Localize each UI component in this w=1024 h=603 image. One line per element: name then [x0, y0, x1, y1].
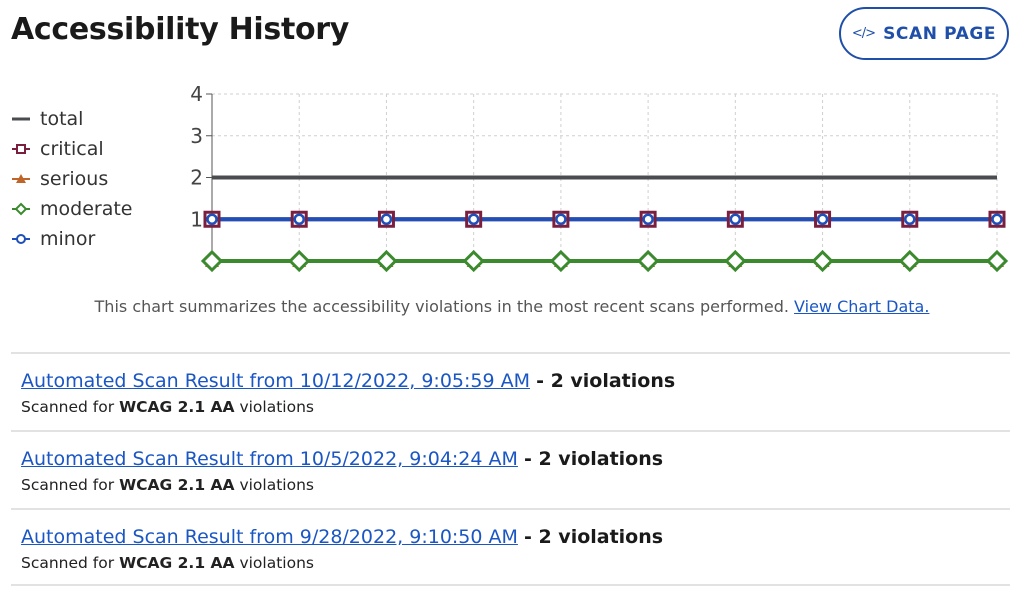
legend-label: critical [40, 138, 104, 160]
page-title: Accessibility History [11, 12, 350, 47]
marker-moderate [636, 249, 660, 273]
marker-minor [642, 213, 654, 225]
history-chart: 1 2 3 4 [190, 82, 1009, 273]
legend-item-moderate: moderate [10, 194, 132, 224]
marker-minor [729, 213, 742, 225]
marker-moderate [462, 249, 485, 273]
code-icon: </> [851, 26, 876, 41]
legend-square-icon [12, 144, 30, 154]
caption-text: This chart summarizes the accessibility … [94, 297, 789, 316]
legend-label: total [40, 108, 84, 130]
marker-minor [555, 213, 567, 225]
marker-minor [293, 213, 305, 225]
legend-label: minor [40, 228, 96, 250]
scanned-for-label: Scanned for [21, 476, 115, 494]
marker-moderate [288, 249, 311, 273]
marker-moderate [985, 249, 1009, 273]
chart-legend: total critical serious moderate minor [10, 104, 132, 254]
scan-result-link[interactable]: Automated Scan Result from 10/12/2022, 9… [21, 370, 531, 392]
marker-minor [904, 213, 916, 225]
marker-moderate [898, 249, 921, 273]
scanned-for-label: Scanned for [21, 554, 115, 572]
chart-caption: This chart summarizes the accessibility … [0, 297, 1024, 316]
legend-line-icon [12, 117, 30, 121]
legend-circle-icon [12, 234, 30, 244]
marker-minor [380, 213, 393, 225]
legend-label: moderate [40, 198, 133, 220]
violation-count: - 2 violations [523, 526, 664, 548]
scan-result-item: Automated Scan Result from 10/5/2022, 9:… [11, 430, 1010, 508]
violations-suffix: violations [239, 554, 314, 572]
legend-item-serious: serious [10, 164, 132, 194]
scanned-for-label: Scanned for [21, 398, 115, 416]
legend-item-minor: minor [10, 224, 132, 254]
scan-result-item: Automated Scan Result from 10/12/2022, 9… [11, 352, 1010, 430]
y-tick-label: 2 [190, 166, 203, 190]
wcag-standard: WCAG 2.1 AA [119, 398, 235, 416]
y-tick-label: 1 [190, 207, 203, 231]
legend-label: serious [40, 168, 109, 190]
marker-moderate [724, 249, 747, 273]
scan-result-link[interactable]: Automated Scan Result from 9/28/2022, 9:… [21, 526, 518, 548]
scan-page-button[interactable]: </> SCAN PAGE [839, 7, 1009, 60]
marker-moderate [375, 249, 398, 273]
view-chart-data-link[interactable]: View Chart Data. [794, 297, 930, 316]
violations-suffix: violations [239, 398, 314, 416]
legend-item-total: total [10, 104, 132, 134]
marker-moderate [200, 249, 224, 273]
legend-item-critical: critical [10, 134, 132, 164]
marker-moderate [549, 249, 573, 273]
wcag-standard: WCAG 2.1 AA [119, 554, 235, 572]
wcag-standard: WCAG 2.1 AA [119, 476, 235, 494]
violation-count: - 2 violations [536, 370, 676, 392]
legend-diamond-icon [12, 202, 30, 216]
scan-results-list: Automated Scan Result from 10/12/2022, 9… [11, 352, 1010, 586]
y-tick-label: 3 [190, 124, 203, 148]
scan-result-link[interactable]: Automated Scan Result from 10/5/2022, 9:… [21, 448, 518, 470]
marker-moderate [811, 249, 834, 273]
legend-triangle-icon [12, 174, 30, 183]
violation-count: - 2 violations [523, 448, 664, 470]
y-tick-label: 4 [190, 82, 203, 106]
scan-result-item: Automated Scan Result from 9/28/2022, 9:… [11, 508, 1010, 586]
scan-page-label: SCAN PAGE [883, 23, 997, 44]
marker-minor [816, 213, 829, 225]
violations-suffix: violations [239, 476, 314, 494]
marker-minor [991, 213, 1003, 225]
marker-minor [467, 213, 480, 225]
marker-minor [206, 213, 218, 225]
